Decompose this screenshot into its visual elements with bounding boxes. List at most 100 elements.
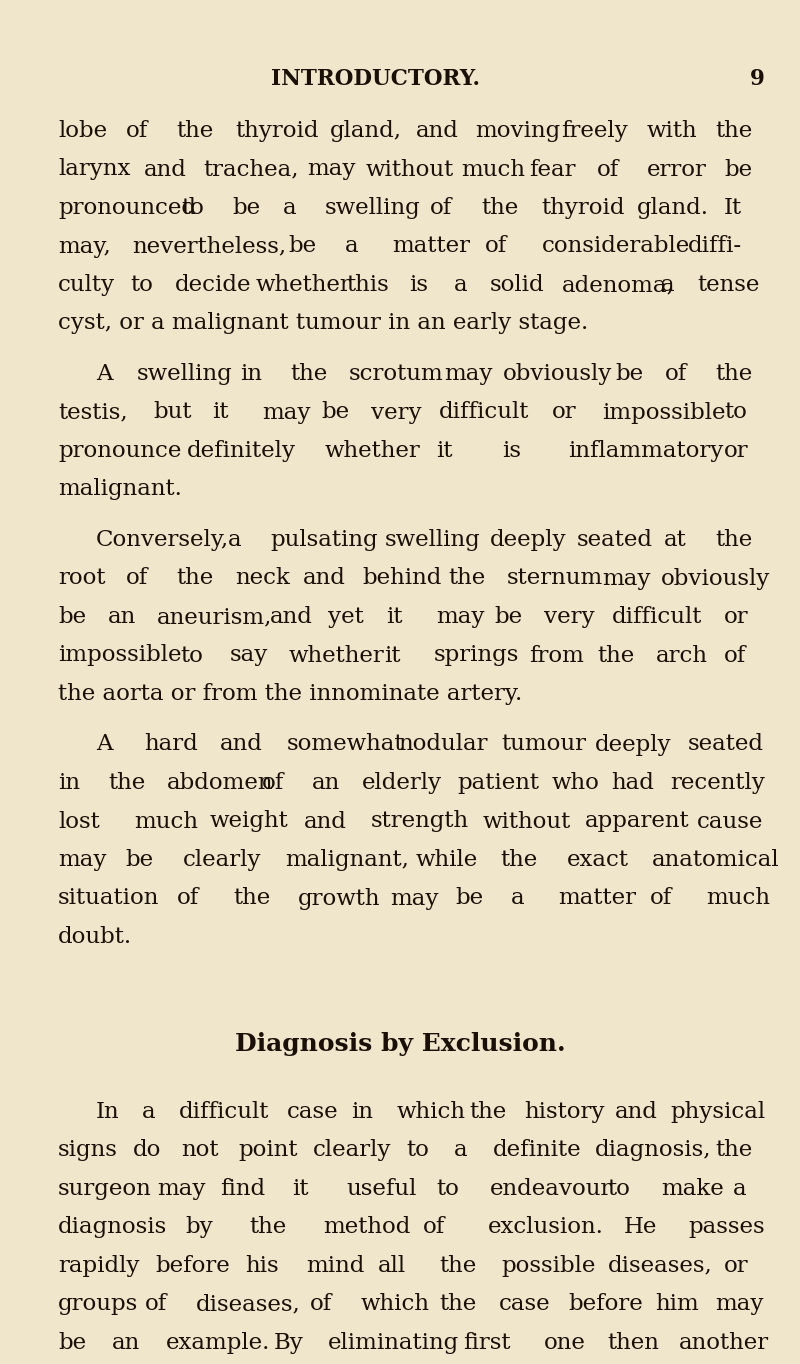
Text: root: root [58, 567, 106, 589]
Text: gland,: gland, [330, 120, 402, 142]
Text: clearly: clearly [313, 1139, 391, 1161]
Text: a: a [454, 274, 468, 296]
Text: surgeon: surgeon [58, 1177, 152, 1200]
Text: a: a [454, 1139, 468, 1161]
Text: all: all [378, 1255, 406, 1277]
Text: him: him [655, 1293, 698, 1315]
Text: recently: recently [670, 772, 765, 794]
Text: and: and [220, 734, 263, 756]
Text: somewhat: somewhat [286, 734, 404, 756]
Text: obviously: obviously [661, 567, 770, 589]
Text: to: to [130, 274, 153, 296]
Text: passes: passes [688, 1217, 765, 1239]
Text: of: of [597, 158, 619, 180]
Text: He: He [624, 1217, 657, 1239]
Text: whether: whether [289, 645, 385, 667]
Text: be: be [58, 1331, 86, 1354]
Text: pronounced: pronounced [58, 196, 196, 220]
Text: Conversely,: Conversely, [96, 529, 229, 551]
Text: without: without [366, 158, 454, 180]
Text: and: and [270, 606, 312, 627]
Text: to: to [181, 196, 204, 220]
Text: method: method [323, 1217, 410, 1239]
Text: Diagnosis by Exclusion.: Diagnosis by Exclusion. [234, 1031, 566, 1056]
Text: not: not [181, 1139, 218, 1161]
Text: then: then [607, 1331, 659, 1354]
Text: may: may [715, 1293, 763, 1315]
Text: may: may [262, 401, 310, 423]
Text: while: while [415, 848, 478, 872]
Text: deeply: deeply [490, 529, 566, 551]
Text: whether: whether [325, 441, 421, 462]
Text: diagnosis: diagnosis [58, 1217, 167, 1239]
Text: the: the [448, 567, 486, 589]
Text: tense: tense [697, 274, 759, 296]
Text: difficult: difficult [178, 1101, 269, 1123]
Text: first: first [463, 1331, 510, 1354]
Text: endeavour: endeavour [490, 1177, 612, 1200]
Text: an: an [112, 1331, 140, 1354]
Text: it: it [386, 606, 403, 627]
Text: doubt.: doubt. [58, 926, 132, 948]
Text: be: be [494, 606, 522, 627]
Text: eliminating: eliminating [328, 1331, 459, 1354]
Text: of: of [262, 772, 284, 794]
Text: the: the [597, 645, 634, 667]
Text: the: the [715, 1139, 752, 1161]
Text: or: or [724, 1255, 749, 1277]
Text: the: the [176, 120, 214, 142]
Text: diseases,: diseases, [196, 1293, 301, 1315]
Text: do: do [133, 1139, 162, 1161]
Text: rapidly: rapidly [58, 1255, 139, 1277]
Text: abdomen: abdomen [167, 772, 274, 794]
Text: swelling: swelling [325, 196, 421, 220]
Text: to: to [406, 1139, 429, 1161]
Text: situation: situation [58, 888, 159, 910]
Text: of: of [666, 363, 687, 385]
Text: difficult: difficult [611, 606, 702, 627]
Text: a: a [283, 196, 297, 220]
Text: the: the [439, 1293, 476, 1315]
Text: of: of [145, 1293, 167, 1315]
Text: case: case [287, 1101, 339, 1123]
Text: patient: patient [457, 772, 539, 794]
Text: very: very [371, 401, 422, 423]
Text: seated: seated [577, 529, 653, 551]
Text: scrotum: scrotum [349, 363, 444, 385]
Text: of: of [485, 236, 507, 258]
Text: lost: lost [58, 810, 100, 832]
Text: a: a [733, 1177, 746, 1200]
Text: the: the [290, 363, 328, 385]
Text: nevertheless,: nevertheless, [133, 236, 286, 258]
Text: the: the [233, 888, 270, 910]
Text: behind: behind [362, 567, 442, 589]
Text: signs: signs [58, 1139, 118, 1161]
Text: much: much [706, 888, 770, 910]
Text: matter: matter [392, 236, 470, 258]
Text: may,: may, [58, 236, 110, 258]
Text: neck: neck [235, 567, 290, 589]
Text: the: the [108, 772, 146, 794]
Text: definitely: definitely [187, 441, 296, 462]
Text: at: at [664, 529, 686, 551]
Text: thyroid: thyroid [541, 196, 625, 220]
Text: solid: solid [490, 274, 545, 296]
Text: with: with [647, 120, 698, 142]
Text: groups: groups [58, 1293, 138, 1315]
Text: be: be [125, 848, 153, 872]
Text: another: another [679, 1331, 769, 1354]
Text: of: of [126, 120, 148, 142]
Text: is: is [502, 441, 521, 462]
Text: but: but [153, 401, 191, 423]
Text: an: an [312, 772, 340, 794]
Text: case: case [499, 1293, 550, 1315]
Text: malignant,: malignant, [286, 848, 410, 872]
Text: be: be [724, 158, 752, 180]
Text: the aorta or from the innominate artery.: the aorta or from the innominate artery. [58, 683, 522, 705]
Text: of: of [650, 888, 672, 910]
Text: a: a [511, 888, 525, 910]
Text: difficult: difficult [439, 401, 530, 423]
Text: of: of [177, 888, 199, 910]
Text: the: the [500, 848, 538, 872]
Text: decide: decide [175, 274, 251, 296]
